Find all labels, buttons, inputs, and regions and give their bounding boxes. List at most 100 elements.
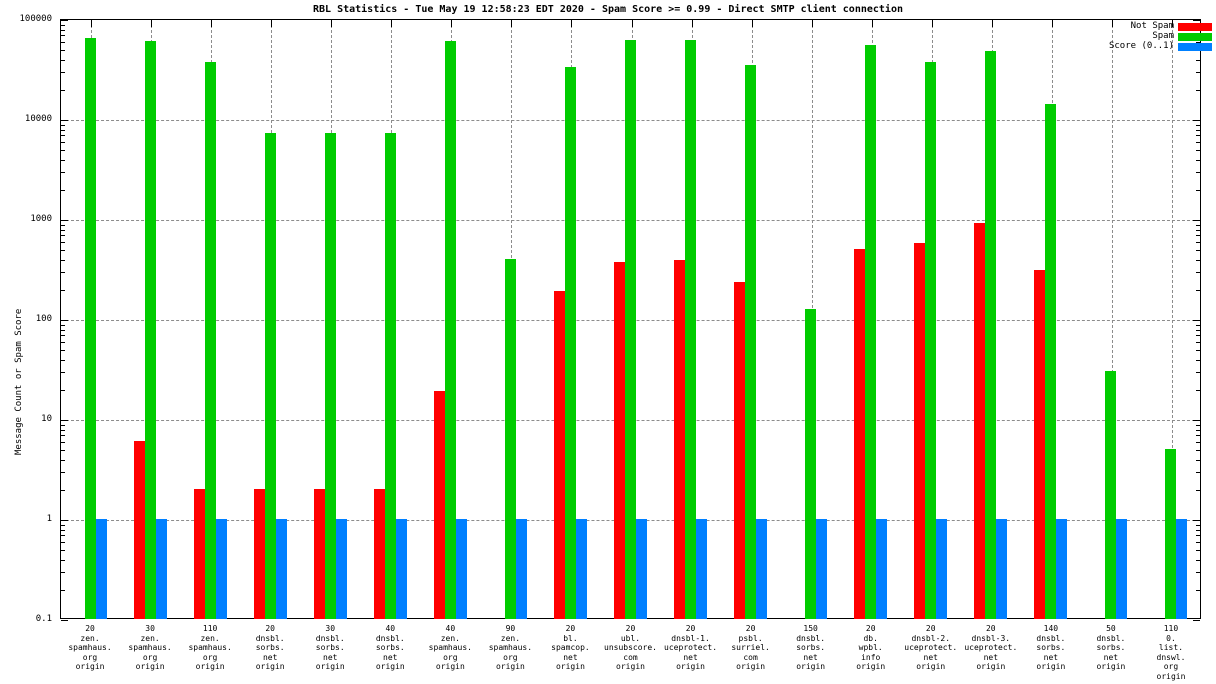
- x-axis-category-label: 20 dnsbl-1. uceprotect. net origin: [664, 624, 718, 672]
- x-axis-tick: [391, 20, 393, 27]
- bar-spam: [985, 50, 997, 619]
- y-axis-minor-tick: [1196, 335, 1200, 337]
- bar-not-spam: [914, 243, 926, 619]
- x-axis-tick: [151, 20, 153, 27]
- bar-not-spam: [553, 291, 565, 619]
- y-axis-tick-label: 0.1: [35, 614, 52, 624]
- y-axis-minor-tick: [1196, 72, 1200, 74]
- y-axis-minor-tick: [1196, 529, 1200, 531]
- y-axis-minor-tick: [61, 472, 65, 474]
- y-axis-minor-tick: [61, 272, 65, 274]
- y-axis-minor-tick: [61, 289, 65, 291]
- y-axis-minor-tick: [1196, 442, 1200, 444]
- x-axis-tick: [331, 20, 333, 27]
- y-axis-minor-tick: [61, 450, 65, 452]
- x-axis-tick: [1051, 20, 1053, 27]
- bar-spam: [84, 37, 96, 619]
- legend-label: Score (0..1): [1108, 41, 1174, 51]
- x-axis-tick: [631, 20, 633, 27]
- legend-swatch: [1178, 32, 1212, 41]
- x-axis-category-label: 20 psbl. surriel. com origin: [731, 624, 770, 672]
- bar-score: [155, 519, 167, 619]
- y-axis-minor-tick: [1196, 50, 1200, 52]
- y-axis-minor-tick: [1196, 429, 1200, 431]
- legend-swatch: [1178, 42, 1212, 51]
- x-axis-tick: [571, 20, 573, 27]
- y-axis-minor-tick: [1196, 89, 1200, 91]
- x-axis-category-label: 30 dnsbl. sorbs. net origin: [315, 624, 345, 672]
- y-axis-tick-label: 10000: [24, 114, 52, 124]
- y-axis-minor-tick: [1196, 589, 1200, 591]
- bar-score: [215, 519, 227, 619]
- y-axis-tick: [1193, 220, 1200, 221]
- y-axis-minor-tick: [1196, 350, 1200, 352]
- y-axis-tick: [61, 420, 68, 421]
- legend: Not Spam Spam Score (0..1): [1109, 22, 1212, 51]
- y-axis-minor-tick: [61, 129, 65, 131]
- y-axis-tick-label: 10: [41, 414, 52, 424]
- legend-swatch: [1178, 22, 1212, 31]
- y-axis-tick: [61, 320, 68, 321]
- y-axis-minor-tick: [1196, 329, 1200, 331]
- x-axis-tick: [871, 20, 873, 27]
- x-axis-category-label: 110 0. list. dnswl. org origin: [1156, 624, 1186, 681]
- y-axis-minor-tick: [1196, 289, 1200, 291]
- y-axis-tick: [1193, 620, 1200, 621]
- y-axis-minor-tick: [61, 29, 65, 31]
- bar-score: [756, 519, 768, 619]
- x-axis-tick: [991, 20, 993, 27]
- bar-score: [275, 519, 287, 619]
- y-axis-minor-tick: [61, 42, 65, 44]
- bar-score: [936, 519, 948, 619]
- x-axis-category-label: 20 bl. spamcop. net origin: [551, 624, 590, 672]
- y-axis-minor-tick: [1196, 150, 1200, 152]
- y-axis-minor-tick: [1196, 359, 1200, 361]
- y-axis-tick: [61, 220, 68, 221]
- y-axis-minor-tick: [61, 429, 65, 431]
- x-axis-tick: [691, 20, 693, 27]
- bar-score: [575, 519, 587, 619]
- y-axis-minor-tick: [61, 389, 65, 391]
- y-axis-minor-tick: [61, 535, 65, 537]
- y-axis-minor-tick: [61, 250, 65, 252]
- y-axis-minor-tick: [61, 229, 65, 231]
- bar-score: [95, 519, 107, 619]
- bar-spam: [264, 132, 276, 619]
- x-axis-category-label: 150 dnsbl. sorbs. net origin: [796, 624, 826, 672]
- bar-spam: [925, 62, 937, 619]
- x-axis-category-label: 20 ubl. unsubscore. com origin: [604, 624, 657, 672]
- y-axis-minor-tick: [1196, 272, 1200, 274]
- x-axis-category-label: 20 dnsbl-3. uceprotect. net origin: [964, 624, 1018, 672]
- bar-score: [696, 519, 708, 619]
- x-axis-tick: [511, 20, 513, 27]
- y-axis-minor-tick: [1196, 259, 1200, 261]
- y-axis-minor-tick: [61, 72, 65, 74]
- y-axis-tick: [61, 520, 68, 521]
- x-axis-tick: [1171, 20, 1173, 27]
- bar-spam: [324, 132, 336, 619]
- y-axis-minor-tick: [61, 372, 65, 374]
- y-axis-minor-tick: [61, 329, 65, 331]
- y-axis-minor-tick: [61, 342, 65, 344]
- y-axis-minor-tick: [1196, 59, 1200, 61]
- legend-label: Not Spam: [1130, 21, 1174, 31]
- x-axis-tick: [91, 20, 93, 27]
- y-axis-minor-tick: [61, 150, 65, 152]
- y-axis-minor-tick: [61, 589, 65, 591]
- y-axis-minor-tick: [1196, 250, 1200, 252]
- bar-spam: [1105, 371, 1117, 619]
- y-axis-tick: [1193, 420, 1200, 421]
- x-axis-category-label: 20 zen. spamhaus. org origin: [68, 624, 112, 672]
- y-axis-minor-tick: [1196, 559, 1200, 561]
- y-axis-tick: [61, 120, 68, 121]
- bar-spam: [685, 39, 697, 619]
- bar-not-spam: [974, 223, 986, 619]
- bar-spam: [504, 258, 516, 619]
- y-axis-minor-tick: [1196, 372, 1200, 374]
- x-axis-category-label: 40 zen. spamhaus. org origin: [428, 624, 472, 672]
- bar-score: [1116, 519, 1128, 619]
- y-axis-tick: [1193, 120, 1200, 121]
- y-axis-minor-tick: [1196, 342, 1200, 344]
- y-axis-minor-tick: [1196, 135, 1200, 137]
